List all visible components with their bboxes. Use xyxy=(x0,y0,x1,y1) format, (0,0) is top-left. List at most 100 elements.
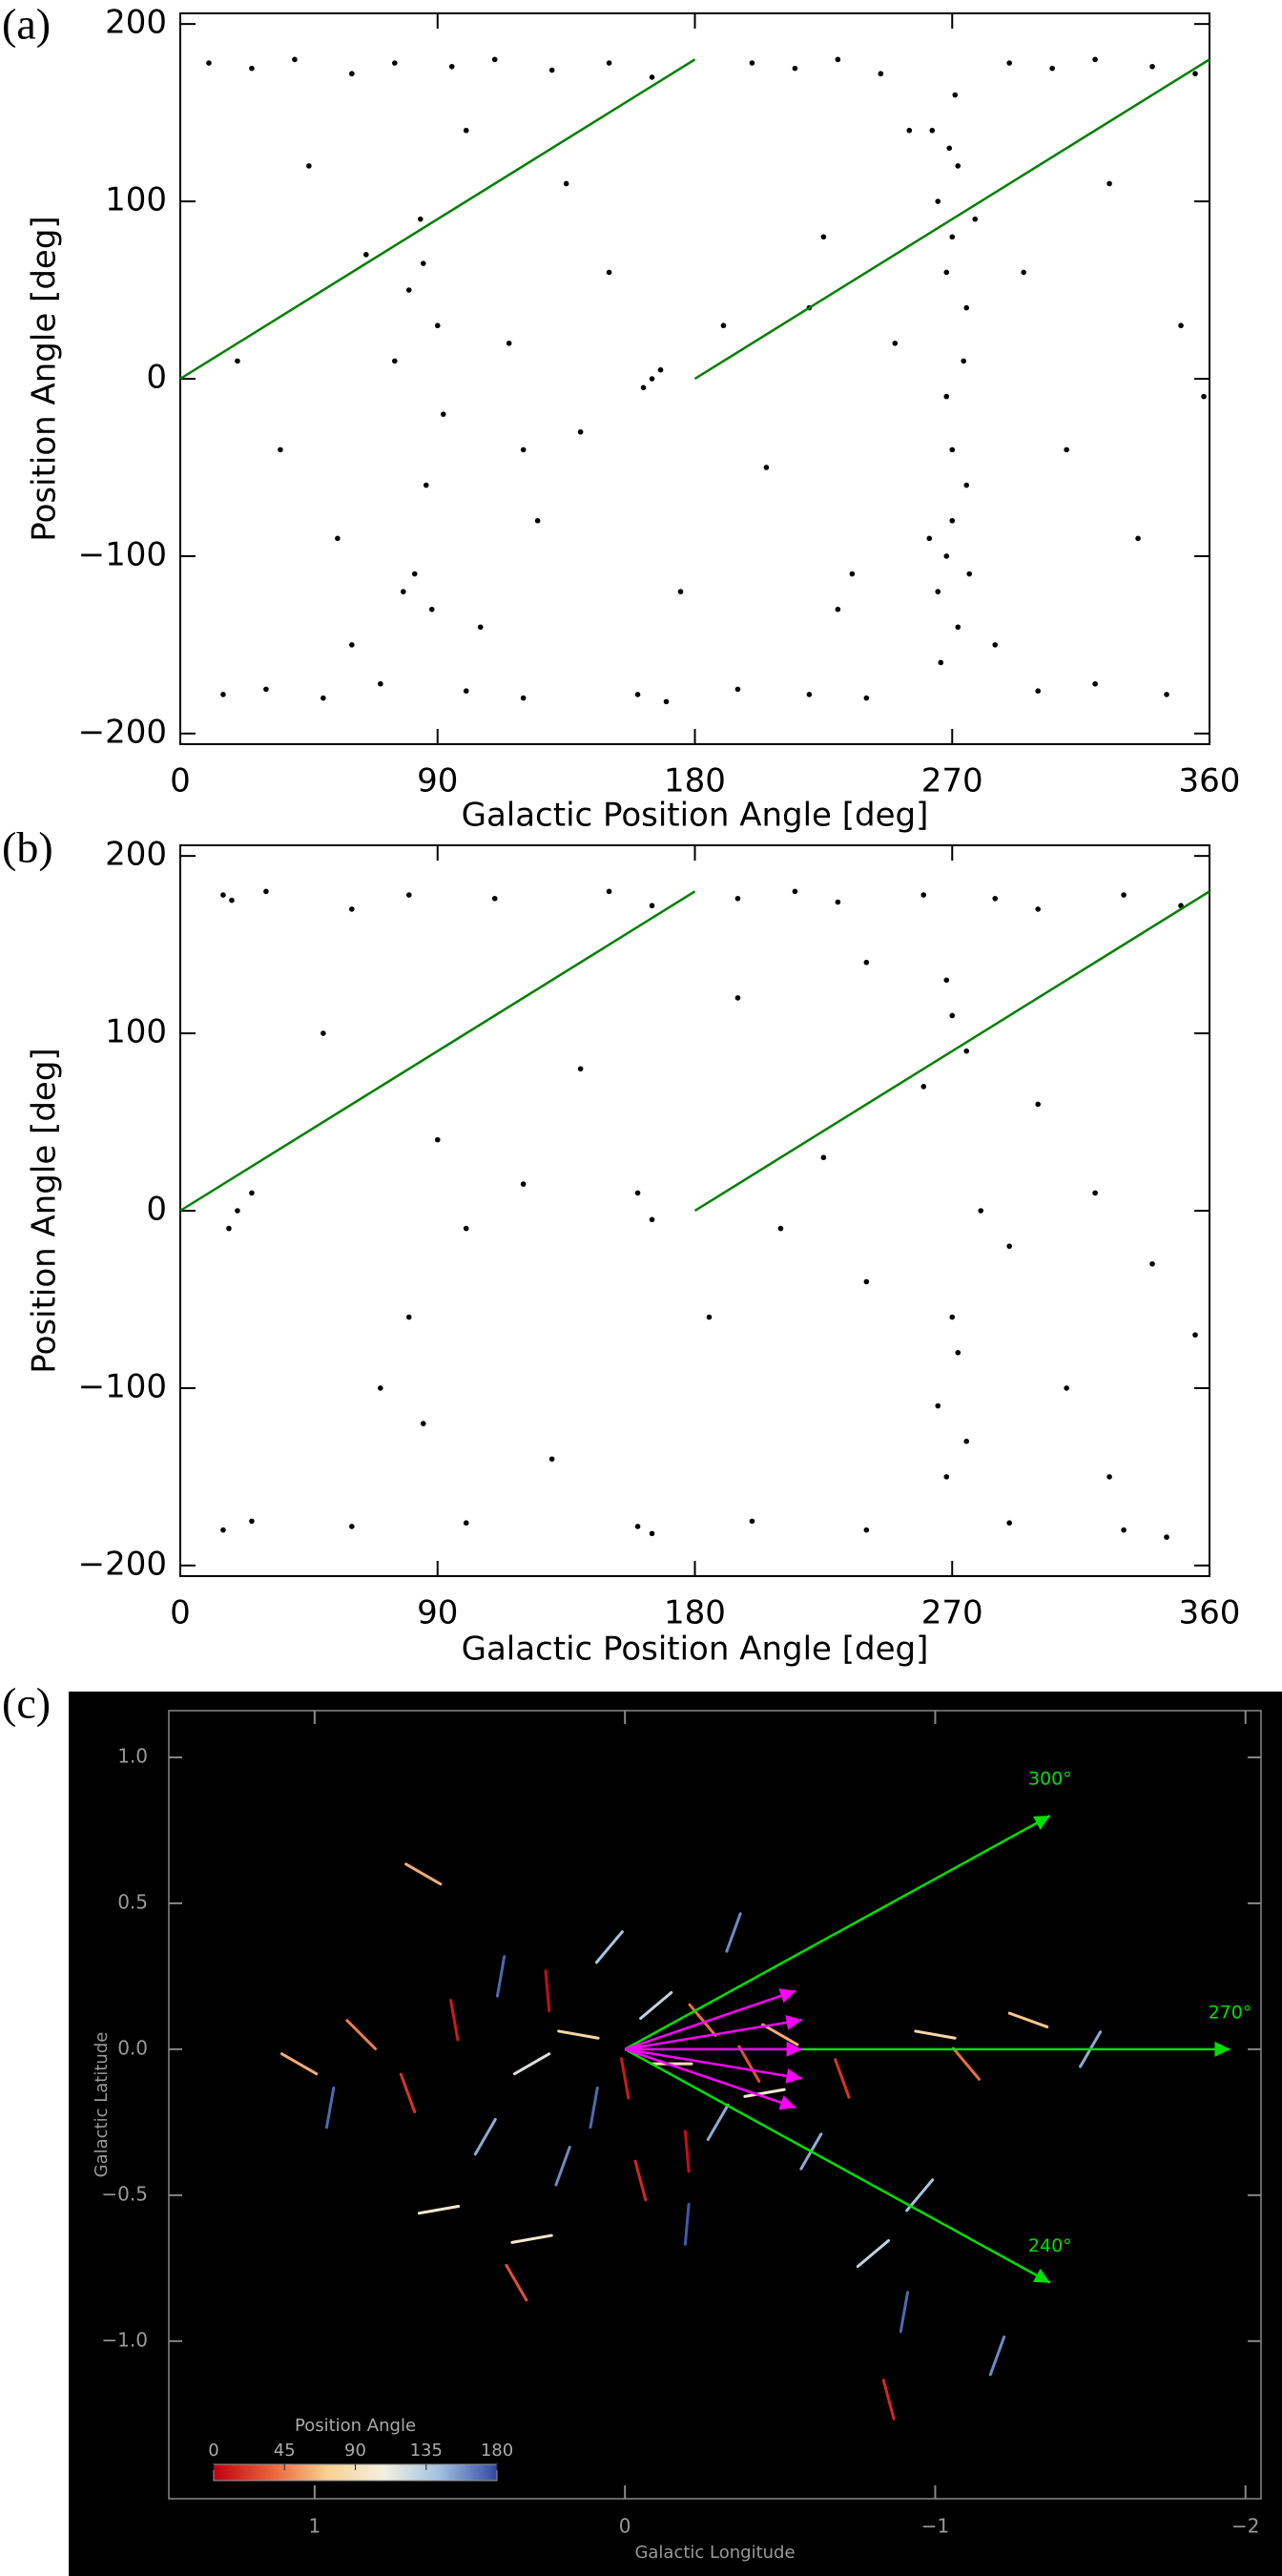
point xyxy=(440,411,446,417)
vector-segment xyxy=(737,2045,761,2083)
vector-segment xyxy=(449,1999,460,2042)
vector-segment xyxy=(473,2117,497,2156)
point xyxy=(1006,60,1012,66)
point xyxy=(263,888,269,895)
arrow-head xyxy=(1214,2041,1230,2057)
x-tick-label: 180 xyxy=(664,762,726,800)
vector-segment xyxy=(505,2263,528,2302)
point xyxy=(349,906,355,912)
point xyxy=(226,1225,232,1232)
point xyxy=(1135,535,1141,542)
point xyxy=(1064,1385,1069,1391)
y-tick-label: −0.5 xyxy=(101,2182,148,2205)
point xyxy=(792,65,798,72)
arrow xyxy=(624,2047,802,2080)
point xyxy=(278,447,283,453)
x-tick-label: 0 xyxy=(619,2515,631,2538)
point xyxy=(1092,680,1098,687)
point xyxy=(777,1225,784,1232)
point xyxy=(463,127,469,134)
x-tick-label: 90 xyxy=(417,762,458,800)
vector-segment xyxy=(706,2103,730,2142)
point xyxy=(405,287,412,293)
point xyxy=(1064,447,1069,453)
arrow xyxy=(624,1815,1051,2050)
point xyxy=(943,1474,950,1480)
point xyxy=(506,341,512,346)
point xyxy=(943,553,950,559)
point xyxy=(520,1181,527,1187)
point xyxy=(220,892,226,898)
reference-line xyxy=(179,890,696,1213)
point xyxy=(1178,322,1184,329)
colorbar-tick-label: 90 xyxy=(344,2441,366,2461)
x-axis-label: Galactic Longitude xyxy=(634,2543,795,2563)
vector-segment xyxy=(899,2291,910,2334)
vector-segment xyxy=(544,1969,551,2013)
vector-segment xyxy=(512,2052,551,2076)
point xyxy=(634,692,641,697)
point xyxy=(463,688,469,695)
point xyxy=(906,127,913,134)
colorbar-tick-label: 45 xyxy=(274,2441,296,2461)
point xyxy=(1106,1474,1112,1480)
point xyxy=(520,695,527,701)
point xyxy=(640,384,647,391)
point xyxy=(734,686,741,693)
point xyxy=(763,465,770,470)
y-tick-label: −100 xyxy=(78,1367,167,1405)
point xyxy=(649,1216,655,1223)
point xyxy=(920,892,927,898)
colorbar-tick-label: 135 xyxy=(410,2441,443,2461)
point xyxy=(1006,1520,1012,1527)
vector-segment xyxy=(951,2046,981,2081)
point xyxy=(534,517,541,524)
point xyxy=(649,1530,655,1537)
y-tick-label: −1.0 xyxy=(101,2328,148,2351)
point xyxy=(820,1154,827,1161)
vector-segment xyxy=(725,1912,742,1953)
vector-segment xyxy=(589,2086,599,2129)
reference-line xyxy=(693,890,1210,1213)
point xyxy=(1035,906,1041,912)
point xyxy=(949,447,956,453)
colorbar-label: Position Angle xyxy=(295,2416,416,2436)
point xyxy=(349,642,355,648)
y-tick-label: 100 xyxy=(105,181,167,219)
vector-segment xyxy=(761,2023,799,2046)
point xyxy=(405,1314,412,1320)
arrow-label: 270° xyxy=(1209,2002,1252,2023)
point xyxy=(820,234,827,240)
point xyxy=(706,1314,713,1320)
point xyxy=(920,1084,927,1090)
y-tick-label: −200 xyxy=(78,713,167,751)
point xyxy=(634,1524,641,1529)
y-axis-label: Position Angle [deg] xyxy=(26,1048,64,1373)
point xyxy=(992,642,999,648)
panel-label: (c) xyxy=(2,1679,51,1728)
point xyxy=(978,1208,984,1214)
point xyxy=(1149,63,1155,70)
point xyxy=(391,60,398,66)
map-background xyxy=(69,1692,1282,2576)
point xyxy=(606,60,612,66)
point xyxy=(878,71,884,77)
x-axis-label: Galactic Position Angle [deg] xyxy=(462,1631,929,1669)
point xyxy=(520,447,527,453)
y-tick-label: 0.0 xyxy=(117,2036,148,2059)
vector-segment xyxy=(325,2086,336,2129)
point xyxy=(606,269,612,276)
point xyxy=(306,163,312,169)
y-tick-label: 100 xyxy=(105,1013,167,1051)
point xyxy=(926,535,933,542)
y-tick-label: −100 xyxy=(78,535,167,573)
arrow-label: 300° xyxy=(1028,1769,1072,1790)
point xyxy=(1035,688,1041,695)
x-tick-label: 1 xyxy=(309,2515,321,2538)
arrow-head xyxy=(786,2041,802,2057)
point xyxy=(206,60,212,66)
y-tick-label: 200 xyxy=(105,4,167,42)
arrow-head xyxy=(785,2014,802,2030)
point xyxy=(417,216,424,222)
point xyxy=(863,695,870,701)
